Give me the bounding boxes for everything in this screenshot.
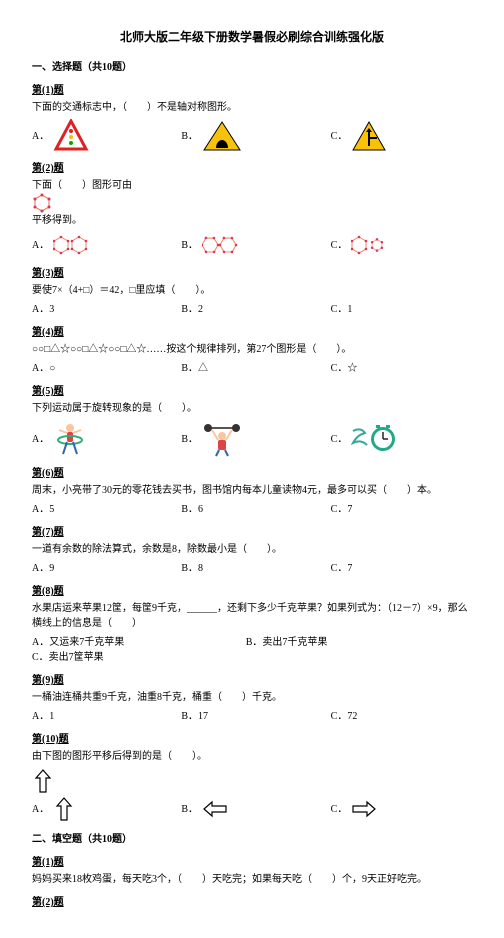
hexagon-ref-icon bbox=[32, 193, 52, 213]
q10-c-label: C． bbox=[331, 802, 348, 817]
q7-opt-a: A．9 bbox=[32, 561, 173, 576]
q7-opts: A．9 B．8 C．7 bbox=[32, 561, 472, 576]
q6-opt-c: C．7 bbox=[331, 502, 472, 517]
q3-opt-c: C．1 bbox=[331, 302, 472, 317]
q8-opts: A．又运来7千克苹果 B．卖出7千克苹果 C．卖出7筐苹果 bbox=[32, 635, 472, 665]
q5-text: 下列运动属于旋转现象的是（ ）。 bbox=[32, 401, 472, 416]
q10-opt-b: B． bbox=[181, 796, 322, 822]
q6-opts: A．5 B．6 C．7 bbox=[32, 502, 472, 517]
q5-opt-b: B． bbox=[181, 420, 322, 458]
q10-opt-a: A． bbox=[32, 796, 173, 822]
q1-b-label: B． bbox=[181, 129, 198, 144]
section-2-head: 二、填空题（共10题） bbox=[32, 832, 472, 847]
q5-opt-a: A． bbox=[32, 420, 173, 458]
arrow-up-icon bbox=[32, 768, 54, 794]
q5-opts: A． B． C． bbox=[32, 420, 472, 458]
q4-opt-c: C．☆ bbox=[331, 361, 472, 376]
q5-b-label: B． bbox=[181, 432, 198, 447]
q2-opts: A． B． C． bbox=[32, 232, 472, 258]
q4-text: ○○□△☆○○□△☆○○□△☆……按这个规律排列，第27个图形是（ ）。 bbox=[32, 342, 472, 357]
q8-num: 第(8)题 bbox=[32, 584, 472, 599]
q7-num: 第(7)题 bbox=[32, 525, 472, 540]
q2-text-post: 平移得到。 bbox=[32, 215, 82, 226]
hula-hoop-icon bbox=[53, 420, 87, 458]
q8-opt-c: C．卖出7筐苹果 bbox=[32, 650, 472, 665]
arrow-right-icon bbox=[351, 798, 377, 820]
weightlift-icon bbox=[202, 420, 242, 458]
q5-num: 第(5)题 bbox=[32, 384, 472, 399]
q7-opt-c: C．7 bbox=[331, 561, 472, 576]
q4-num: 第(4)题 bbox=[32, 325, 472, 340]
q10-ref-arrow bbox=[32, 768, 472, 794]
q9-num: 第(9)题 bbox=[32, 673, 472, 688]
q3-text: 要使7×（4+□）＝42，□里应填（ ）。 bbox=[32, 283, 472, 298]
q11-num: 第(1)题 bbox=[32, 855, 472, 870]
q1-opt-b: B． bbox=[181, 119, 322, 153]
q3-num: 第(3)题 bbox=[32, 266, 472, 281]
q5-opt-c: C． bbox=[331, 420, 472, 458]
arrow-up-a-icon bbox=[53, 796, 75, 822]
q1-a-label: A． bbox=[32, 129, 49, 144]
q2-opt-b: B． bbox=[181, 232, 322, 258]
q2-opt-c: C． bbox=[331, 232, 472, 258]
q2-b-label: B． bbox=[181, 238, 198, 253]
q5-c-label: C． bbox=[331, 432, 348, 447]
q4-opt-b: B．△ bbox=[181, 361, 322, 376]
q9-opt-c: C．72 bbox=[331, 709, 472, 724]
q10-a-label: A． bbox=[32, 802, 49, 817]
q9-opt-b: B．17 bbox=[181, 709, 322, 724]
q5-a-label: A． bbox=[32, 432, 49, 447]
q2-num: 第(2)题 bbox=[32, 161, 472, 176]
hex-pair-a-icon bbox=[53, 232, 91, 258]
q6-opt-b: B．6 bbox=[181, 502, 322, 517]
clock-wind-icon bbox=[351, 421, 397, 457]
section-1-head: 一、选择题（共10题） bbox=[32, 60, 472, 75]
tunnel-triangle-icon bbox=[202, 120, 242, 152]
q1-opts: A． B． C． bbox=[32, 119, 472, 153]
q2-opt-a: A． bbox=[32, 232, 173, 258]
q10-opts: A． B． C． bbox=[32, 796, 472, 822]
q6-num: 第(6)题 bbox=[32, 466, 472, 481]
hex-pair-c-icon bbox=[351, 232, 389, 258]
q10-num: 第(10)题 bbox=[32, 732, 472, 747]
q1-opt-a: A． bbox=[32, 119, 173, 153]
q10-text: 由下图的图形平移后得到的是（ ）。 bbox=[32, 749, 472, 764]
q12-num: 第(2)题 bbox=[32, 895, 472, 910]
q1-num: 第(1)题 bbox=[32, 83, 472, 98]
q9-opt-a: A．1 bbox=[32, 709, 173, 724]
q3-opt-a: A．3 bbox=[32, 302, 173, 317]
q2-a-label: A． bbox=[32, 238, 49, 253]
q6-opt-a: A．5 bbox=[32, 502, 173, 517]
q10-b-label: B． bbox=[181, 802, 198, 817]
q2-text: 下面（ ）图形可由 平移得到。 bbox=[32, 178, 472, 228]
q6-text: 周末，小亮带了30元的零花钱去买书，图书馆内每本儿童读物4元，最多可以买（ ）本… bbox=[32, 483, 472, 498]
q8-opt-a: A．又运来7千克苹果 bbox=[32, 635, 243, 650]
q2-text-pre: 下面（ ）图形可由 bbox=[32, 180, 132, 191]
q9-text: 一桶油连桶共重9千克，油重8千克，桶重（ ）千克。 bbox=[32, 690, 472, 705]
q1-text: 下面的交通标志中，（ ）不是轴对称图形。 bbox=[32, 100, 472, 115]
traffic-light-triangle-icon bbox=[53, 119, 89, 153]
page-title: 北师大版二年级下册数学暑假必刷综合训练强化版 bbox=[32, 28, 472, 46]
q7-text: 一道有余数的除法算式，余数是8，除数最小是（ ）。 bbox=[32, 542, 472, 557]
arrow-left-icon bbox=[202, 798, 228, 820]
q3-opts: A．3 B．2 C．1 bbox=[32, 302, 472, 317]
q1-opt-c: C． bbox=[331, 119, 472, 153]
q11-text: 妈妈买来18枚鸡蛋，每天吃3个，（ ）天吃完；如果每天吃（ ）个，9天正好吃完。 bbox=[32, 872, 472, 887]
q8-opt-b: B．卖出7千克苹果 bbox=[246, 635, 457, 650]
q1-c-label: C． bbox=[331, 129, 348, 144]
q8-text: 水果店运来苹果12筐，每筐9千克，______，还剩下多少千克苹果？如果列式为：… bbox=[32, 601, 472, 631]
q4-opts: A．○ B．△ C．☆ bbox=[32, 361, 472, 376]
q7-opt-b: B．8 bbox=[181, 561, 322, 576]
q3-opt-b: B．2 bbox=[181, 302, 322, 317]
branch-triangle-icon bbox=[351, 120, 387, 152]
q9-opts: A．1 B．17 C．72 bbox=[32, 709, 472, 724]
q10-opt-c: C． bbox=[331, 796, 472, 822]
q4-opt-a: A．○ bbox=[32, 361, 173, 376]
q2-c-label: C． bbox=[331, 238, 348, 253]
hex-pair-b-icon bbox=[202, 232, 240, 258]
